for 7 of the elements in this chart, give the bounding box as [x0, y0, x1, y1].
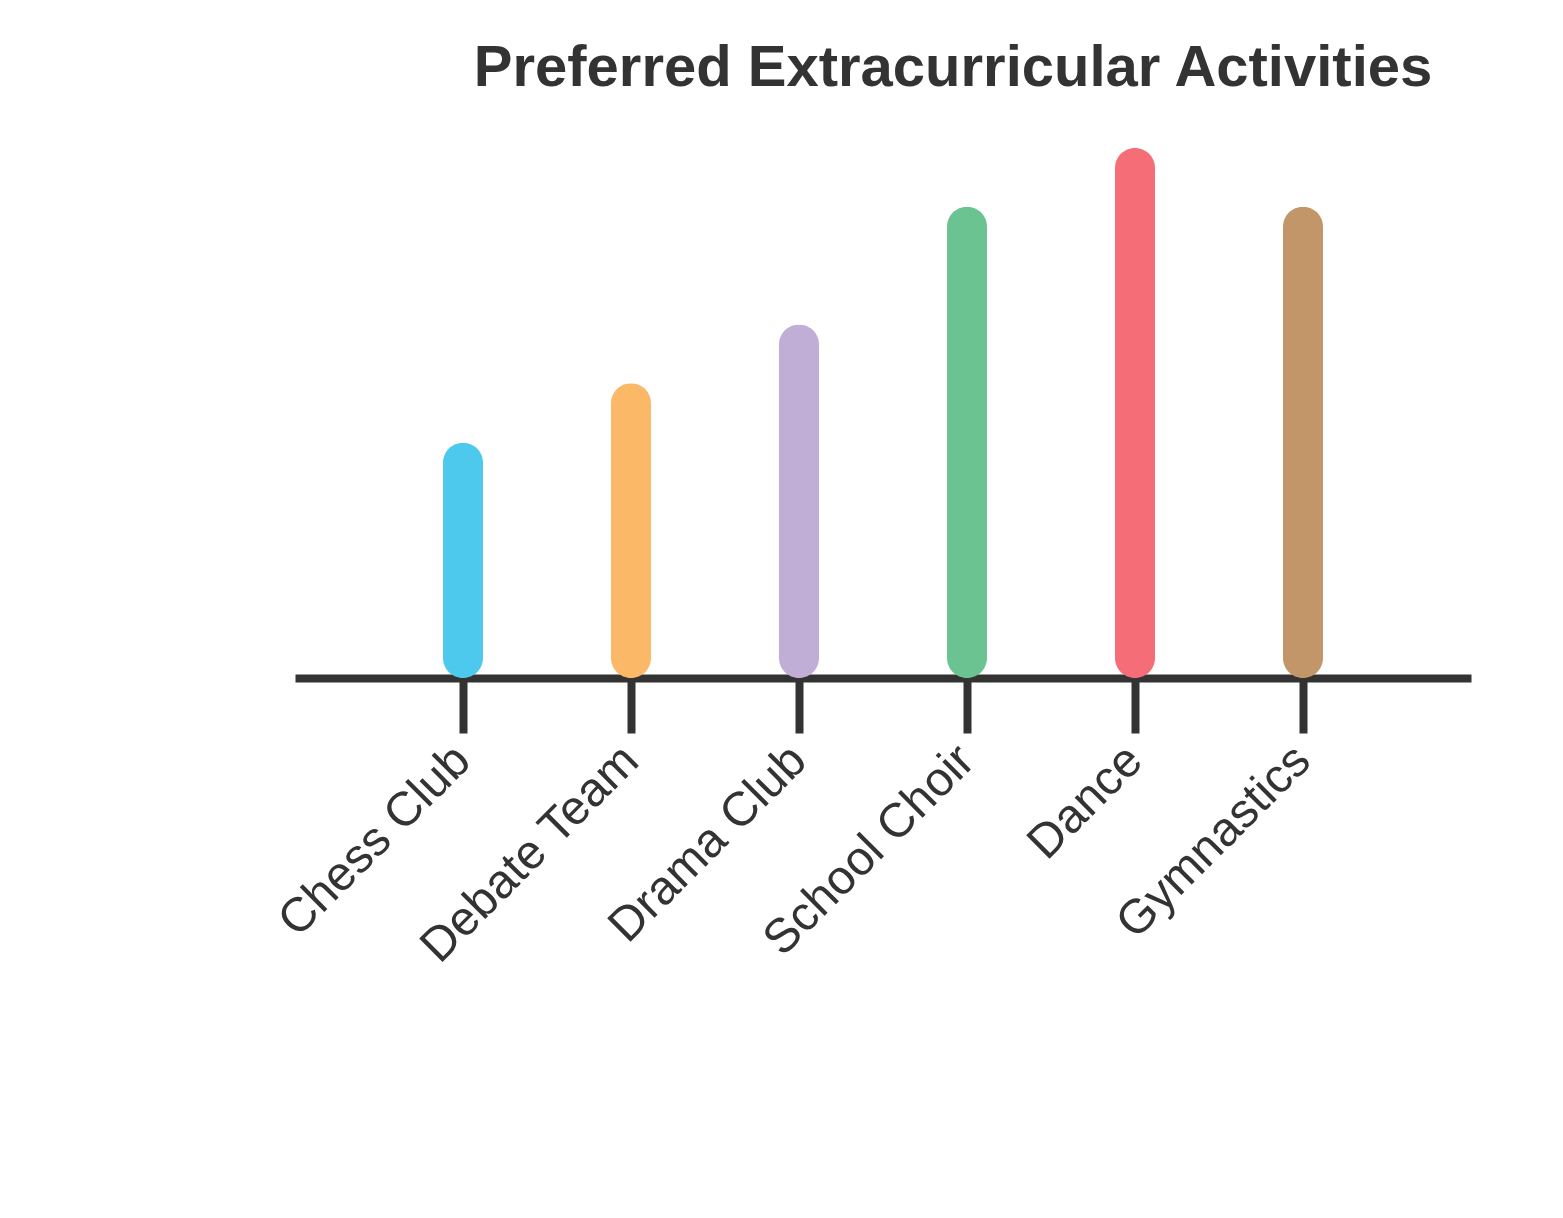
bar [611, 383, 651, 678]
bar [779, 324, 819, 678]
chart-title: Preferred Extracurricular Activities [473, 33, 1433, 98]
bar [443, 442, 483, 678]
bar [1283, 206, 1323, 678]
bar [947, 206, 987, 678]
bar [1115, 148, 1155, 678]
